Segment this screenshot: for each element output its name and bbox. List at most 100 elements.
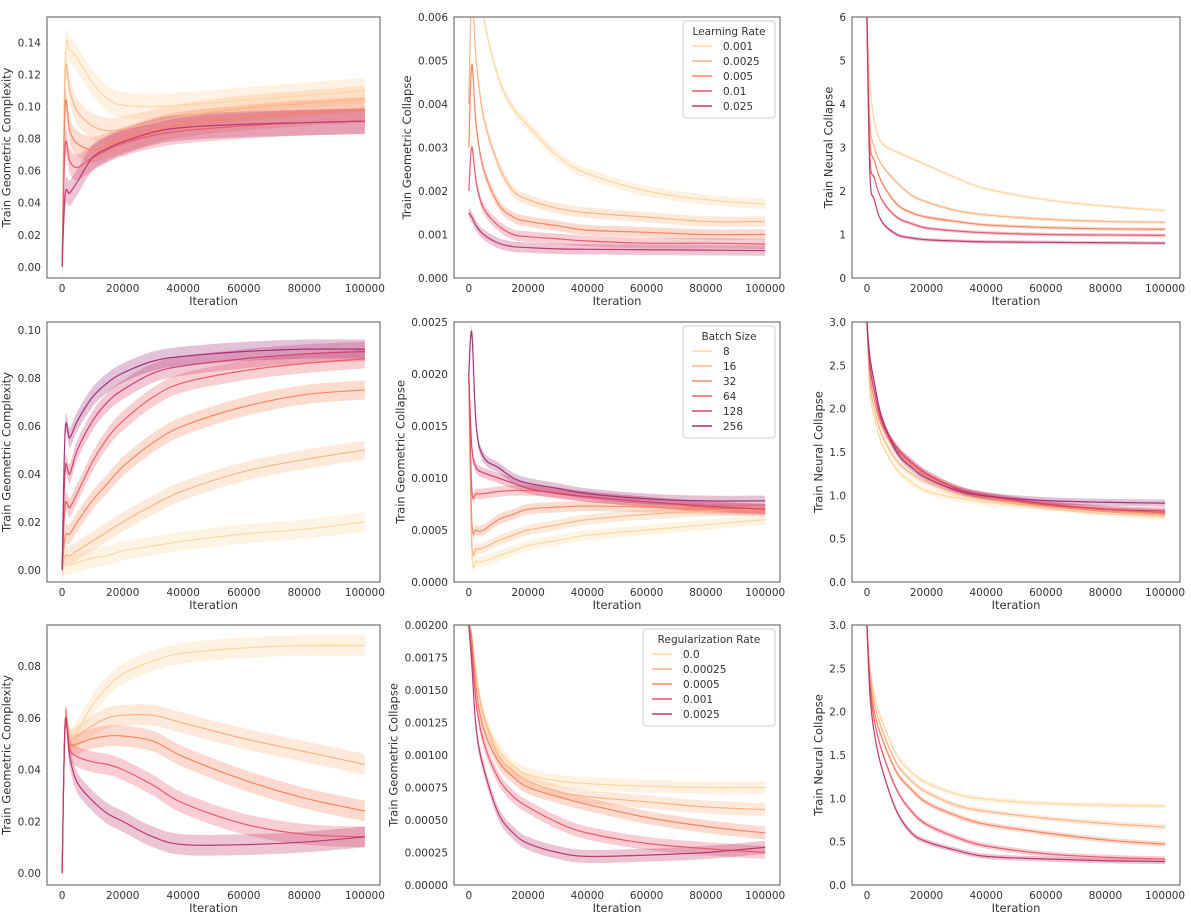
series-line-256: [61, 348, 365, 571]
plot-area: [866, 625, 1166, 865]
y-tick-label: 0.0025: [411, 317, 448, 329]
legend-title: Regularization Rate: [658, 634, 761, 646]
x-axis-label: Iteration: [593, 598, 642, 612]
series-line-128: [61, 350, 365, 571]
axes-frame: [851, 321, 1181, 583]
y-tick-label: 0.5: [829, 534, 846, 546]
y-tick-label: 0.00175: [405, 653, 448, 665]
band-64: [866, 322, 1166, 517]
legend: Batch Size 8 16 32 64 128 256: [682, 325, 776, 439]
series-line-0.025: [468, 212, 766, 252]
y-tick-label: 0.10: [18, 325, 41, 337]
y-tick-label: 3.0: [829, 620, 846, 632]
x-tick-label: 100000: [1145, 587, 1185, 599]
series-line-128: [866, 322, 1166, 512]
y-tick-label: 4: [839, 99, 846, 111]
y-tick-label: 2.0: [829, 707, 846, 719]
legend-box: [642, 628, 776, 727]
series-line-0.005: [61, 99, 365, 267]
x-tick-label: 0: [864, 890, 871, 902]
legend-entry: 0.0: [683, 649, 700, 661]
x-tick-label: 20000: [106, 890, 139, 902]
band-16: [866, 322, 1166, 519]
band-8: [866, 322, 1166, 521]
x-tick-label: 60000: [227, 283, 260, 295]
x-tick-label: 0: [59, 587, 66, 599]
series-line-0.005: [866, 17, 1166, 230]
series-line-16: [866, 322, 1166, 516]
x-tick-label: 80000: [689, 283, 722, 295]
series-line-0.025: [61, 120, 365, 267]
band-0.0025: [62, 51, 365, 278]
y-tick-label: 0.14: [18, 38, 42, 50]
x-tick-label: 80000: [689, 587, 722, 599]
series-line-0.001: [468, 17, 766, 205]
plot-area: [61, 339, 365, 580]
band-32: [468, 368, 766, 540]
x-tick-label: 20000: [106, 283, 139, 295]
series-line-32: [468, 373, 766, 535]
x-tick-label: 40000: [969, 283, 1002, 295]
y-tick-label: 0.0005: [411, 525, 448, 537]
x-tick-label: 20000: [511, 890, 544, 902]
axes-frame: [46, 16, 381, 279]
band-0.005: [866, 17, 1166, 232]
y-tick-label: 0.00200: [405, 620, 448, 632]
subplot-4: 0 20000 40000 60000 80000 100000 0.0000 0.0005 0…: [393, 317, 785, 612]
subplot-7: 0 20000 40000 60000 80000 100000 0.00000 0.0002…: [387, 620, 786, 912]
axes-frame: [453, 624, 781, 886]
y-tick-label: 0.06: [18, 713, 42, 725]
x-tick-label: 80000: [288, 890, 321, 902]
y-axis-label: Train Geometric Complexity: [0, 372, 14, 533]
y-tick-label: 0.003: [418, 143, 448, 155]
x-tick-label: 0: [59, 283, 66, 295]
x-tick-label: 20000: [106, 587, 139, 599]
x-axis-label: Iteration: [992, 598, 1041, 612]
x-tick-label: 0: [864, 283, 871, 295]
subplot-8: 0 20000 40000 60000 80000 100000 0.0 0.5 1.0 1.5 2…: [811, 620, 1185, 912]
series-line-8: [866, 322, 1166, 518]
legend-title: Learning Rate: [693, 26, 766, 38]
x-tick-label: 60000: [1029, 587, 1062, 599]
series-line-256: [468, 330, 766, 502]
series-line-0.005: [468, 64, 766, 236]
y-axis-label: Train Geometric Collapse: [387, 683, 401, 828]
y-tick-label: 0.08: [18, 661, 41, 673]
x-axis-label: Iteration: [992, 901, 1041, 912]
y-tick-label: 0.0: [829, 577, 846, 589]
y-axis-label: Train Geometric Complexity: [0, 675, 14, 836]
x-tick-label: 20000: [910, 890, 943, 902]
x-tick-label: 100000: [345, 890, 385, 902]
y-tick-label: 0.000: [418, 273, 448, 285]
axes-frame: [851, 624, 1181, 886]
y-tick-label: 1.0: [829, 793, 846, 805]
x-axis-label: Iteration: [593, 901, 642, 912]
x-tick-label: 80000: [1089, 587, 1122, 599]
band-8: [62, 512, 365, 580]
legend-box: [682, 325, 776, 439]
legend-entry: 0.001: [683, 694, 713, 706]
y-tick-label: 1.5: [829, 447, 846, 459]
series-line-256: [866, 322, 1166, 504]
band-0.0025: [866, 17, 1166, 225]
legend-entry: 64: [723, 391, 737, 403]
band-0.025: [866, 17, 1166, 245]
series-line-0.00025: [866, 625, 1166, 828]
y-tick-label: 3: [839, 143, 846, 155]
subplot-5: 0 20000 40000 60000 80000 100000 0.0 0.5 1.0 1.5 2…: [811, 317, 1185, 612]
series-line-0.0025: [468, 17, 766, 223]
plot-area: [61, 27, 365, 278]
subplot-2: 0 20000 40000 60000 80000 100000 0 1 2 3 4 5 6 Iterat…: [821, 12, 1185, 308]
series-line-64: [61, 358, 365, 571]
plot-area: [61, 634, 365, 884]
x-axis-label: Iteration: [189, 901, 238, 912]
x-tick-label: 100000: [1145, 890, 1185, 902]
band-0.001: [866, 17, 1166, 213]
x-tick-label: 40000: [969, 587, 1002, 599]
y-tick-label: 0.0020: [411, 369, 448, 381]
y-tick-label: 0.02: [18, 816, 41, 828]
x-axis-label: Iteration: [992, 294, 1041, 308]
band-0.00025: [866, 625, 1166, 830]
series-line-0.025: [866, 17, 1166, 244]
